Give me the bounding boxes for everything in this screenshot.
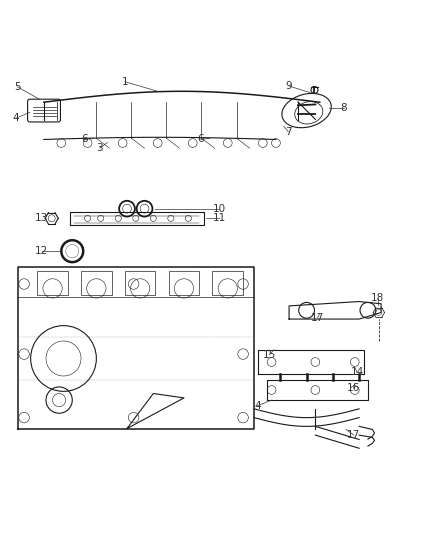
Text: 6: 6 — [81, 134, 88, 144]
Text: 17: 17 — [311, 313, 324, 323]
Text: 8: 8 — [340, 103, 347, 113]
Text: 16: 16 — [347, 383, 360, 393]
Bar — [81, 271, 112, 295]
Text: 5: 5 — [14, 82, 21, 92]
Bar — [125, 271, 155, 295]
Text: 3: 3 — [96, 143, 103, 154]
Text: 6: 6 — [197, 134, 204, 144]
Text: 7: 7 — [285, 127, 292, 136]
Text: 15: 15 — [263, 350, 276, 360]
Bar — [169, 271, 199, 295]
Text: 4: 4 — [254, 401, 261, 411]
Text: 10: 10 — [212, 204, 226, 214]
Text: 12: 12 — [35, 246, 48, 256]
Text: 13: 13 — [35, 213, 48, 223]
Text: 18: 18 — [371, 293, 384, 303]
Bar — [212, 271, 243, 295]
Text: 4: 4 — [12, 114, 19, 124]
Bar — [37, 271, 68, 295]
Text: 9: 9 — [286, 81, 293, 91]
Text: 14: 14 — [350, 367, 364, 377]
Text: 17: 17 — [347, 430, 360, 440]
Text: 1: 1 — [121, 77, 128, 87]
Text: 11: 11 — [212, 213, 226, 223]
